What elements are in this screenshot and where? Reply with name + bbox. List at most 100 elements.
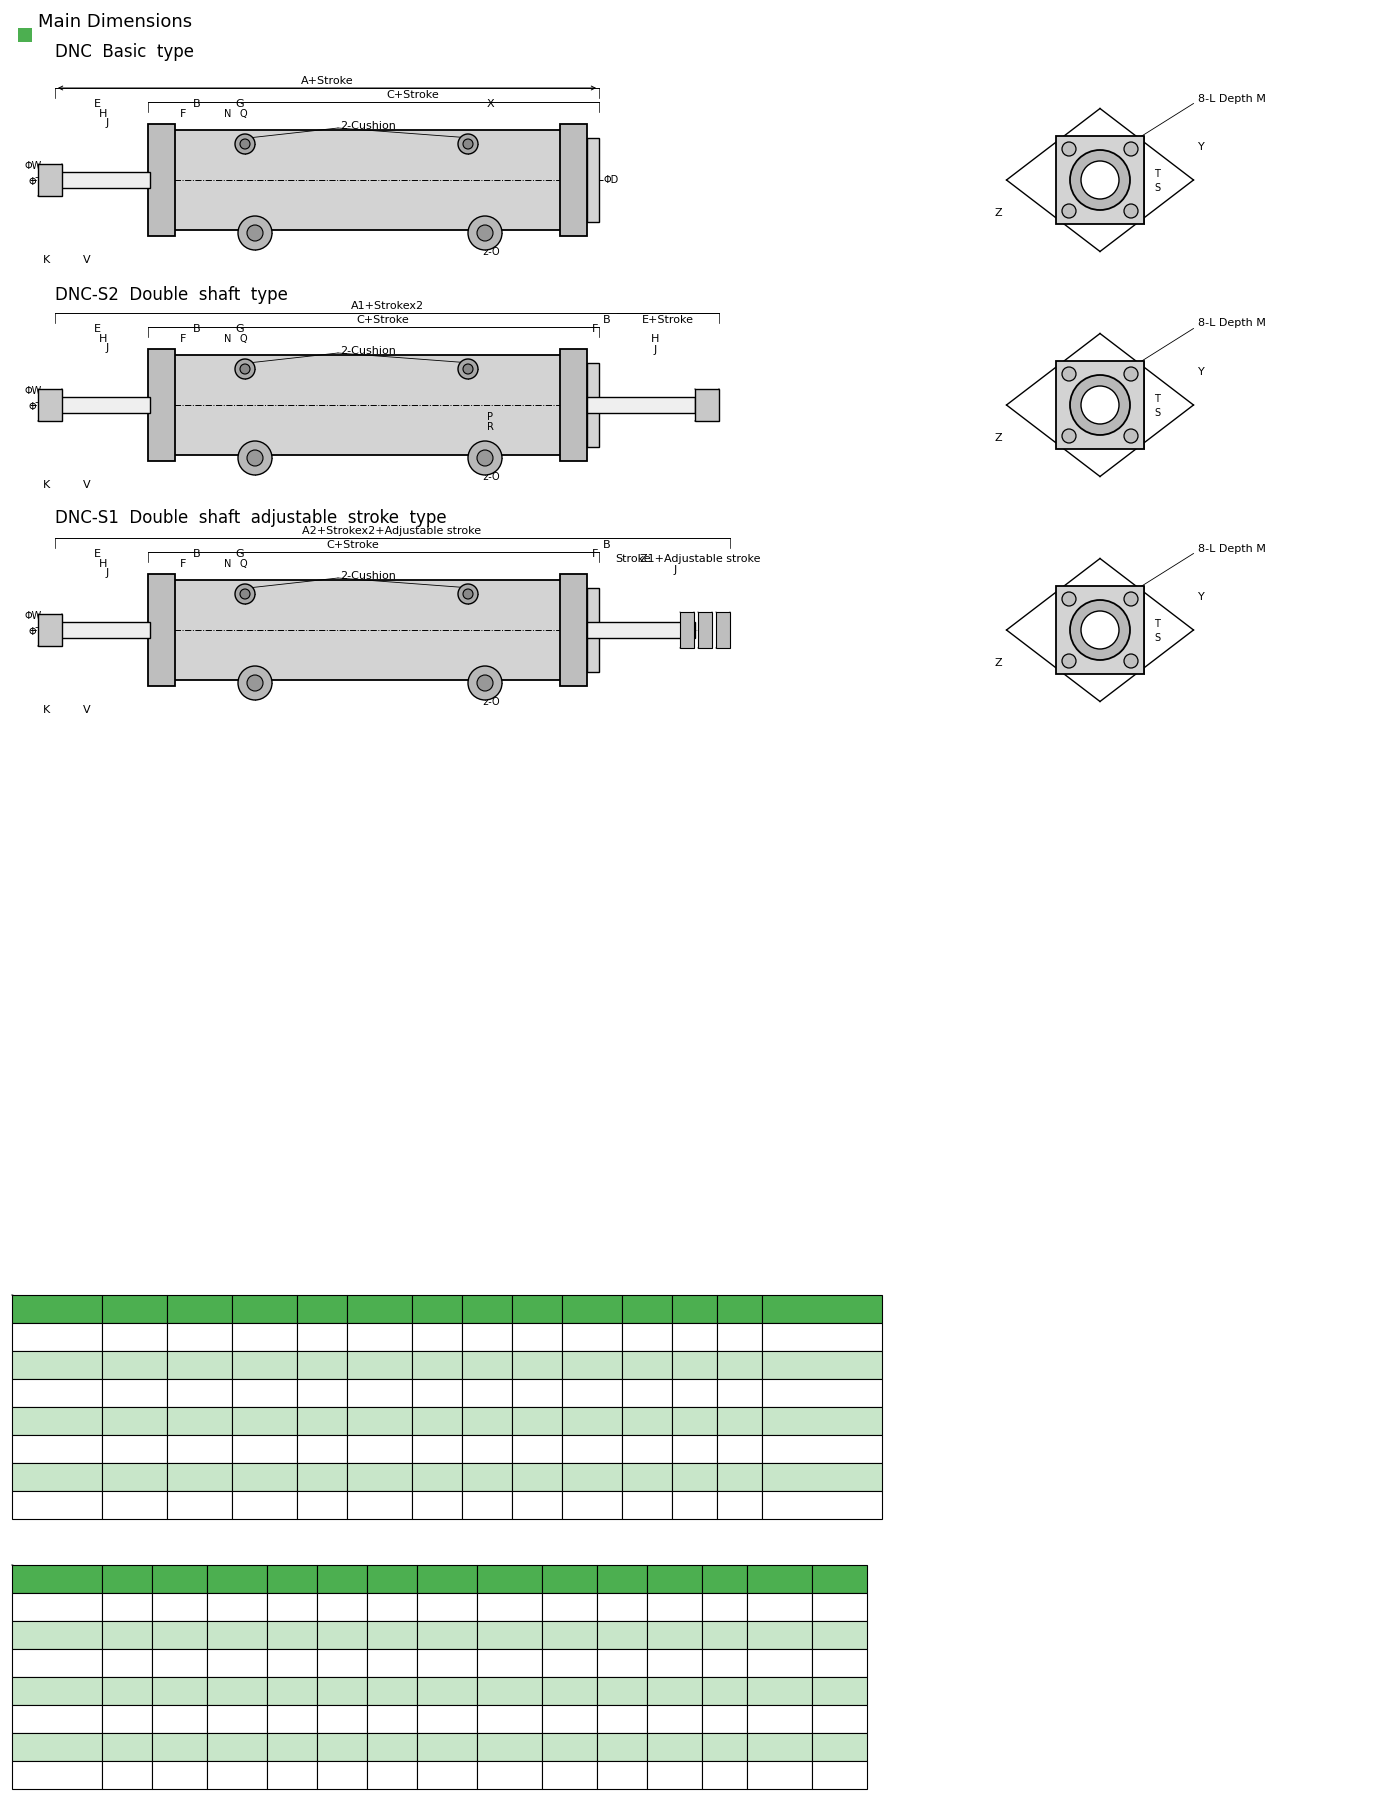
Bar [12,1295,103,1323]
Text: Z1+Adjustable stroke: Z1+Adjustable stroke [639,554,760,564]
Text: B: B [193,548,201,559]
Text: 21: 21 [831,1628,847,1641]
Bar [596,1650,646,1677]
Text: 23: 23 [831,1657,847,1670]
Text: 321: 321 [187,1471,211,1484]
Bar [268,1565,318,1594]
Text: -: - [125,1769,129,1781]
Bar [671,1323,717,1350]
Text: 52: 52 [479,1442,495,1455]
Text: 17: 17 [687,1358,702,1372]
Circle shape [247,451,264,465]
Bar [562,1379,621,1406]
Bar [347,1462,412,1491]
Text: M20X1.5: M20X1.5 [795,1471,850,1484]
Bar [207,1621,268,1650]
Text: H: H [98,108,107,119]
Text: 23: 23 [831,1684,847,1697]
Text: T: T [1154,169,1160,178]
Text: 6: 6 [735,1331,743,1343]
Text: K: K [818,1302,827,1316]
Text: 22.3: 22.3 [165,1769,193,1781]
Circle shape [234,133,255,153]
Text: 17: 17 [687,1331,702,1343]
Text: 21: 21 [171,1657,187,1670]
Bar [621,1435,671,1462]
Text: 26: 26 [687,1471,702,1484]
Text: 89: 89 [501,1740,517,1754]
Circle shape [467,216,502,251]
Circle shape [1069,150,1130,209]
Text: 20.5: 20.5 [523,1498,551,1511]
Text: 10: 10 [528,1471,545,1484]
Text: 122: 122 [368,1415,391,1428]
Bar [621,1491,671,1518]
Text: 12: 12 [119,1713,135,1725]
Text: 94: 94 [440,1713,455,1725]
Text: 258: 258 [187,1415,211,1428]
Text: 45: 45 [429,1415,445,1428]
Text: 80: 80 [49,1442,65,1455]
Bar [542,1733,596,1762]
Circle shape [463,364,473,373]
Bar [318,1650,368,1677]
Text: 73: 73 [479,1498,495,1511]
Bar [542,1565,596,1594]
Text: J: J [105,117,108,128]
Text: A: A [130,1302,139,1316]
Circle shape [240,139,250,150]
Bar [761,1350,882,1379]
Text: 2-Cushion: 2-Cushion [340,572,395,581]
Bar [166,1491,232,1518]
Text: 39: 39 [584,1471,599,1484]
Text: 10: 10 [528,1442,545,1455]
Bar [12,1406,103,1435]
Bar [717,1323,761,1350]
Bar [512,1406,562,1435]
Circle shape [1123,654,1137,667]
Text: 213: 213 [187,1358,211,1372]
Bar [761,1295,882,1323]
Circle shape [467,665,502,700]
Bar [748,1706,811,1733]
Text: 10: 10 [614,1601,630,1614]
Text: 40: 40 [666,1684,682,1697]
Text: G1/4: G1/4 [222,1628,252,1641]
Text: 4: 4 [720,1684,728,1697]
Text: 214: 214 [122,1442,146,1455]
Text: 13: 13 [284,1769,300,1781]
Bar [702,1733,748,1762]
Bar [207,1650,268,1677]
Bar [646,1733,702,1762]
Text: 12: 12 [119,1740,135,1754]
Text: S: S [442,1572,451,1585]
Bar [60,171,150,188]
Text: H: H [651,334,659,344]
Text: 42: 42 [479,1387,495,1399]
Text: 6: 6 [720,1740,728,1754]
Bar [12,1462,103,1491]
Circle shape [477,225,492,242]
Text: 5: 5 [720,1713,728,1725]
Bar [477,1594,542,1621]
Bar [811,1594,867,1621]
Bar [103,1379,166,1406]
Text: E: E [483,1302,491,1316]
Bar [646,1762,702,1789]
Bar [148,573,175,685]
Text: J: J [105,568,108,579]
Text: M10: M10 [766,1740,792,1754]
Bar [368,1733,417,1762]
Text: 3: 3 [338,1628,345,1641]
Circle shape [240,364,250,373]
Text: F: F [180,108,186,119]
Bar [542,1621,596,1650]
Bar [811,1762,867,1789]
Text: 40: 40 [429,1387,445,1399]
Text: N: N [175,1572,183,1585]
Bar [103,1650,153,1677]
Text: 185: 185 [252,1331,276,1343]
Text: 23: 23 [687,1387,702,1399]
Circle shape [239,216,272,251]
Text: 7: 7 [288,1628,295,1641]
